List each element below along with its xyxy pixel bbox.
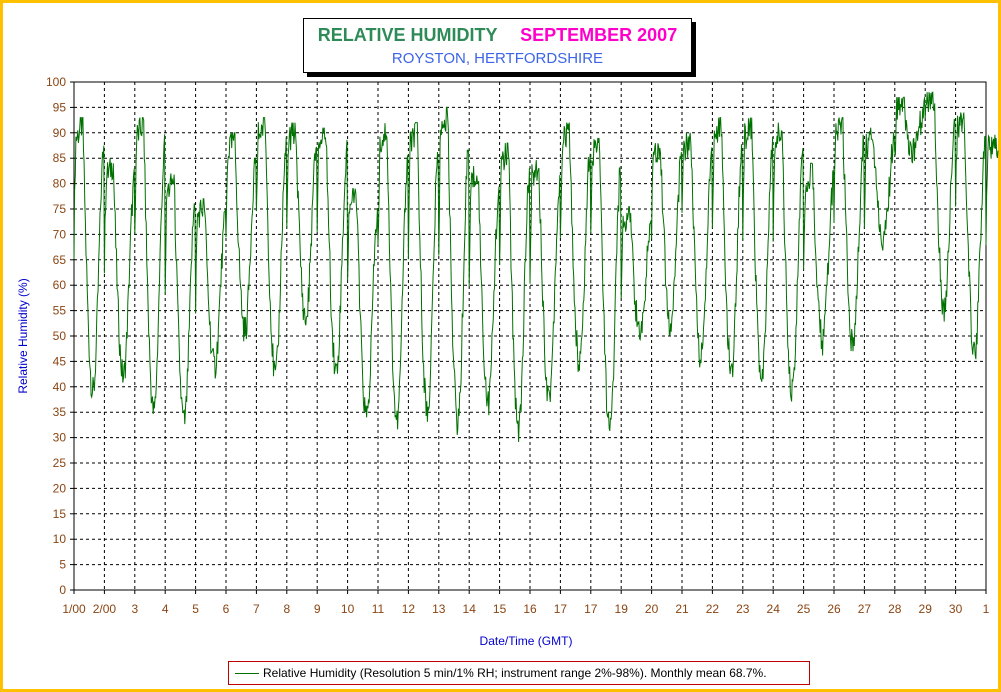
y-tick-label: 90 [53, 126, 67, 140]
x-tick-label: 14 [463, 602, 477, 616]
x-tick-label: 6 [223, 602, 230, 616]
x-tick-label: 21 [675, 602, 689, 616]
x-tick-label: 26 [827, 602, 841, 616]
x-tick-label: 13 [432, 602, 446, 616]
x-tick-label: 15 [493, 602, 507, 616]
x-tick-label: 8 [283, 602, 290, 616]
y-tick-label: 40 [53, 380, 67, 394]
chart-title: RELATIVE HUMIDITY SEPTEMBER 2007 [304, 25, 691, 46]
y-tick-label: 100 [46, 75, 66, 89]
x-tick-label: 19 [615, 602, 629, 616]
x-tick-label: 20 [645, 602, 659, 616]
y-tick-label: 45 [53, 354, 67, 368]
y-tick-label: 50 [53, 329, 67, 343]
x-tick-label: 7 [253, 602, 260, 616]
y-tick-label: 15 [53, 507, 67, 521]
chart-title-box: RELATIVE HUMIDITY SEPTEMBER 2007 ROYSTON… [303, 18, 692, 73]
y-tick-label: 95 [53, 100, 67, 114]
y-tick-label: 35 [53, 405, 67, 419]
x-tick-label: 9 [314, 602, 321, 616]
chart-subtitle: ROYSTON, HERTFORDSHIRE [304, 50, 691, 67]
x-tick-label: 17 [584, 602, 598, 616]
y-tick-label: 25 [53, 456, 67, 470]
y-tick-label: 70 [53, 227, 67, 241]
x-axis-label: Date/Time (GMT) [480, 634, 573, 648]
y-axis-ticks: 0 5 10 15 20 25 30 35 40 45 50 55 60 65 70 75 80 85 90 95 10… [46, 75, 74, 597]
legend-label: Relative Humidity (Resolution 5 min/1% R… [263, 666, 767, 680]
y-tick-label: 75 [53, 202, 67, 216]
title-month: SEPTEMBER 2007 [520, 25, 677, 45]
x-tick-label: 28 [888, 602, 902, 616]
x-tick-label: 30 [949, 602, 963, 616]
y-tick-label: 30 [53, 431, 67, 445]
x-tick-label: 1/00 [62, 602, 86, 616]
x-tick-label: 17 [554, 602, 568, 616]
y-tick-label: 65 [53, 253, 67, 267]
y-tick-label: 60 [53, 278, 67, 292]
x-tick-label: 4 [162, 602, 169, 616]
y-tick-label: 20 [53, 481, 67, 495]
chart-legend: Relative Humidity (Resolution 5 min/1% R… [228, 661, 810, 685]
title-main: RELATIVE HUMIDITY [318, 25, 497, 45]
x-tick-label: 25 [797, 602, 811, 616]
x-tick-label: 10 [341, 602, 355, 616]
y-tick-label: 85 [53, 151, 67, 165]
y-axis-label: Relative Humidity (%) [16, 278, 30, 393]
x-tick-label: 11 [372, 602, 385, 616]
legend-swatch [235, 673, 259, 674]
x-tick-label: 24 [767, 602, 781, 616]
x-tick-label: 5 [192, 602, 199, 616]
x-tick-label: 12 [402, 602, 416, 616]
x-tick-label: 27 [858, 602, 872, 616]
x-tick-label: 3 [131, 602, 138, 616]
x-tick-label: 2/00 [93, 602, 117, 616]
y-tick-label: 80 [53, 177, 67, 191]
y-tick-label: 5 [59, 558, 66, 572]
x-tick-label: 1 [983, 602, 990, 616]
x-tick-label: 22 [706, 602, 720, 616]
x-tick-label: 29 [919, 602, 933, 616]
x-axis-ticks: 1/00 2/00 3 4 5 6 7 8 9 10 11 12 13 14 15 16 17 17 19 20 21 2… [62, 590, 989, 616]
y-tick-label: 0 [59, 583, 66, 597]
x-tick-label: 16 [523, 602, 537, 616]
y-tick-label: 55 [53, 304, 67, 318]
y-tick-label: 10 [53, 532, 67, 546]
x-tick-label: 23 [736, 602, 750, 616]
